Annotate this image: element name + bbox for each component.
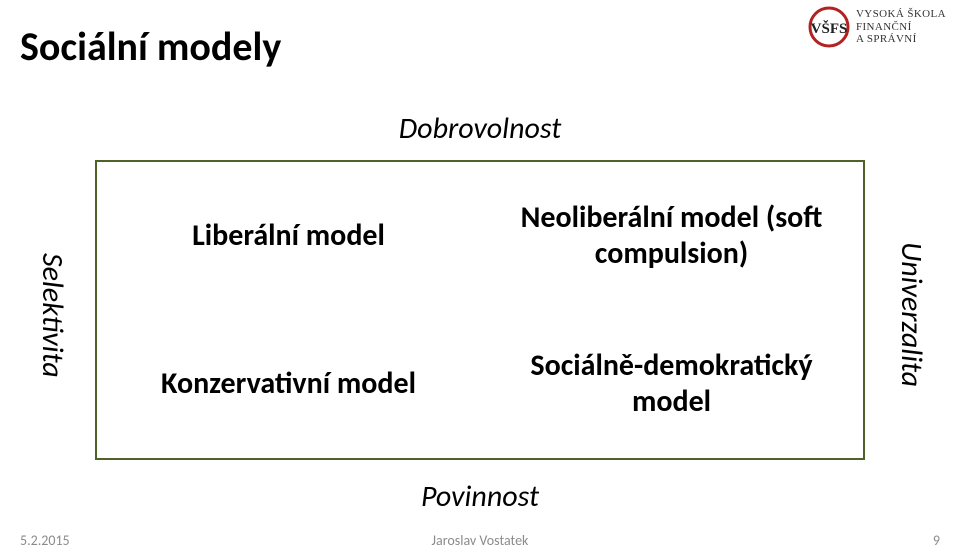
axis-bottom-label: Povinnost: [0, 478, 960, 515]
cell-conservative: Konzervativní model: [97, 310, 480, 458]
model-matrix: Liberální model Neoliberální model (soft…: [95, 160, 865, 460]
footer-page-number: 9: [933, 532, 940, 549]
axis-right-label: Univerzalita: [893, 170, 930, 460]
logo-text-line2: FINANČNÍ: [856, 21, 946, 34]
axis-top-label: Dobrovolnost: [0, 110, 960, 147]
logo-mark-icon: VŠFS: [808, 6, 850, 48]
logo-text-line1: VYSOKÁ ŠKOLA: [856, 8, 946, 21]
footer-author: Jaroslav Vostatek: [0, 532, 960, 549]
school-logo: VŠFS VYSOKÁ ŠKOLA FINANČNÍ A SPRÁVNÍ: [808, 6, 946, 48]
cell-neoliberal: Neoliberální model (soft compulsion): [480, 162, 863, 310]
cell-social-democratic: Sociálně-demokratický model: [480, 310, 863, 458]
page-title: Sociální modely: [20, 22, 281, 71]
logo-text: VYSOKÁ ŠKOLA FINANČNÍ A SPRÁVNÍ: [856, 8, 946, 46]
logo-text-line3: A SPRÁVNÍ: [856, 33, 946, 46]
cell-liberal: Liberální model: [97, 162, 480, 310]
axis-left-label: Selektivita: [34, 170, 71, 460]
svg-text:VŠFS: VŠFS: [811, 20, 848, 37]
